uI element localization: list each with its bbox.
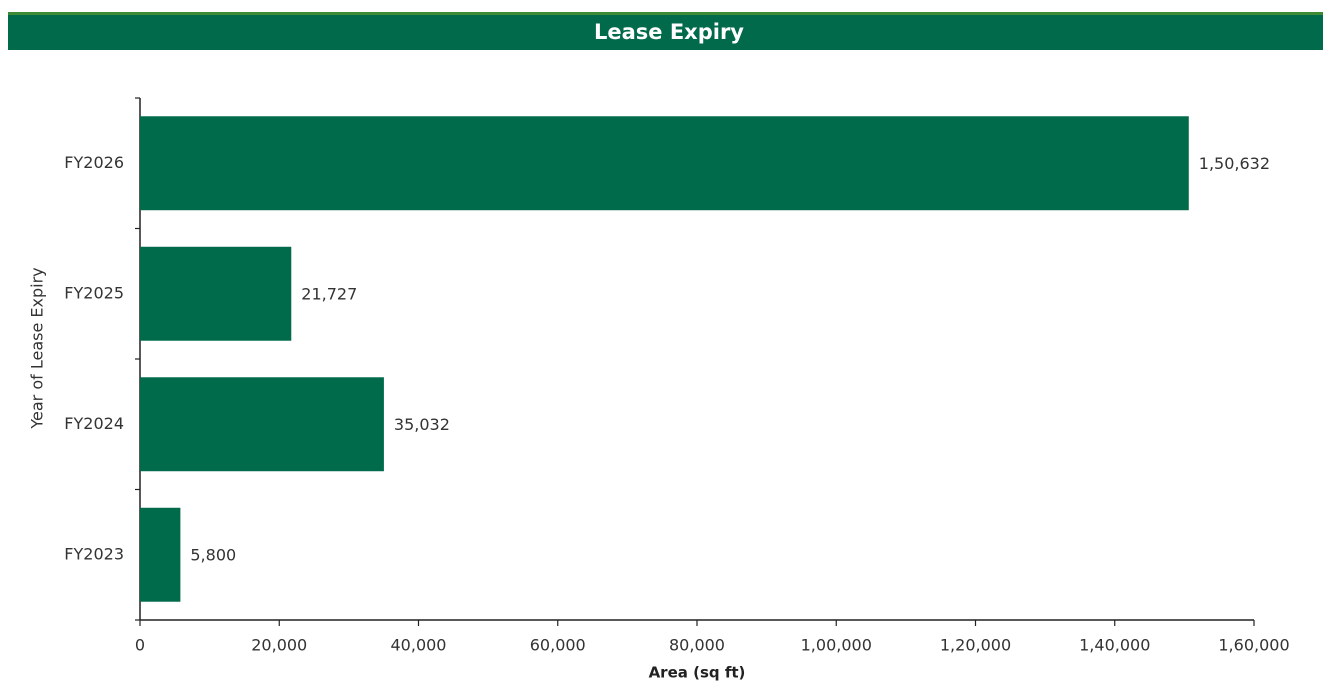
x-tick-label: 1,00,000 bbox=[801, 636, 872, 655]
y-tick-label: FY2023 bbox=[64, 544, 124, 563]
data-label: 35,032 bbox=[394, 415, 450, 434]
x-tick-label: 1,60,000 bbox=[1218, 636, 1289, 655]
x-tick-label: 60,000 bbox=[530, 636, 586, 655]
x-tick-label: 0 bbox=[135, 636, 145, 655]
header-accent bbox=[8, 12, 1323, 15]
data-label: 1,50,632 bbox=[1199, 154, 1270, 173]
data-label: 5,800 bbox=[190, 545, 236, 564]
data-label: 21,727 bbox=[301, 284, 357, 303]
bar bbox=[140, 507, 181, 602]
y-tick-label: FY2026 bbox=[64, 153, 124, 172]
x-tick-label: 1,20,000 bbox=[940, 636, 1011, 655]
y-tick-label: FY2024 bbox=[64, 414, 124, 433]
y-axis-label: Year of Lease Expiry bbox=[28, 267, 47, 429]
y-tick-label: FY2025 bbox=[64, 283, 124, 302]
bar bbox=[140, 116, 1189, 211]
x-tick-label: 40,000 bbox=[391, 636, 447, 655]
header-band bbox=[8, 12, 1323, 50]
bar bbox=[140, 246, 292, 341]
x-tick-label: 1,40,000 bbox=[1079, 636, 1150, 655]
x-tick-label: 80,000 bbox=[669, 636, 725, 655]
chart-title: Lease Expiry bbox=[594, 20, 744, 44]
x-tick-label: 20,000 bbox=[251, 636, 307, 655]
bar bbox=[140, 377, 384, 472]
x-axis-label: Area (sq ft) bbox=[649, 664, 746, 682]
